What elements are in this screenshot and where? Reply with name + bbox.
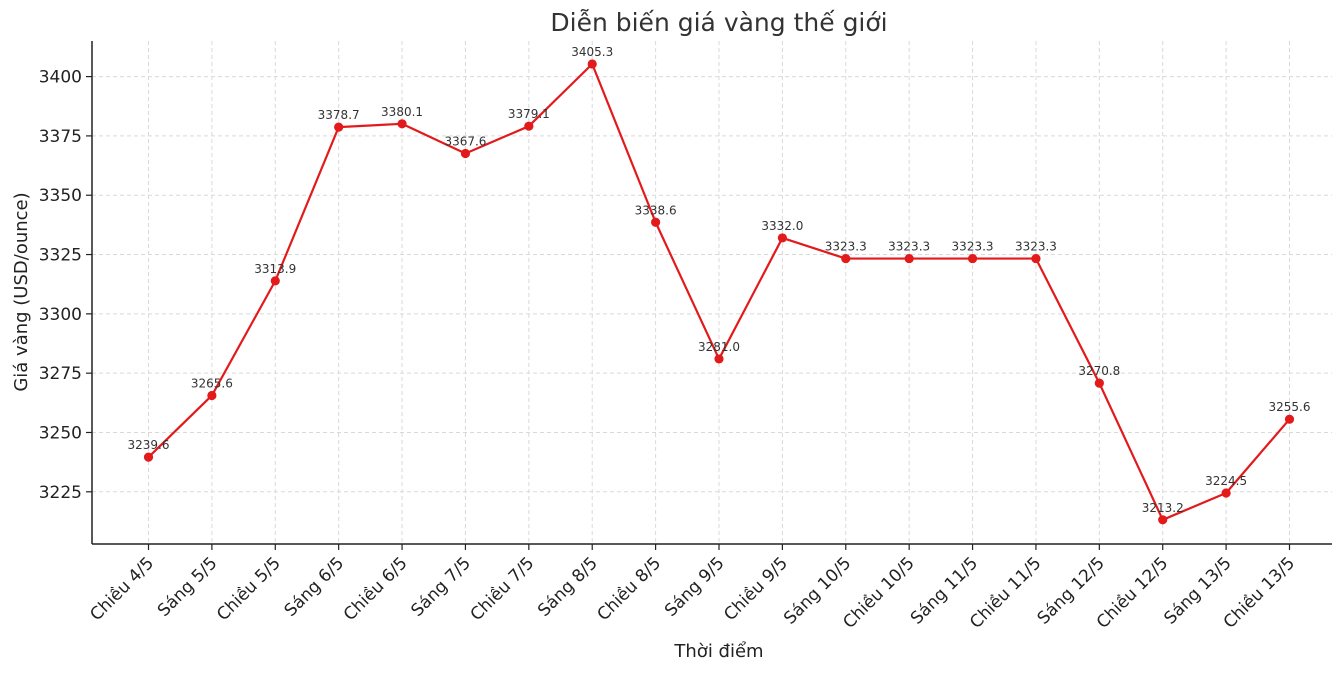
data-label: 3323.3 (952, 240, 994, 254)
data-label: 3405.3 (571, 45, 613, 59)
x-tick-label: Sáng 7/5 (407, 553, 475, 621)
y-tick-label: 3275 (39, 364, 82, 384)
series-group (143, 59, 1295, 525)
y-tick-label: 3375 (39, 127, 82, 147)
x-tick-label: Sáng 8/5 (534, 553, 602, 621)
x-tick-label: Sáng 9/5 (661, 553, 729, 621)
data-label: 3323.3 (825, 240, 867, 254)
data-label: 3323.3 (888, 240, 930, 254)
x-tick-label: Chiều 7/5 (466, 553, 538, 625)
data-point (841, 253, 851, 264)
grid-lines (92, 41, 1332, 544)
data-label: 3378.7 (318, 108, 360, 122)
data-point (1221, 488, 1231, 498)
data-point (207, 390, 217, 401)
data-label: 3265.6 (191, 376, 233, 390)
data-point (1158, 515, 1168, 525)
x-tick-label: Chiều 4/5 (86, 553, 158, 625)
data-label: 3367.6 (444, 134, 486, 148)
data-point (651, 217, 661, 227)
data-label: 3313.9 (254, 262, 296, 276)
data-point (334, 122, 344, 132)
data-point (1284, 414, 1295, 424)
y-tick-label: 3225 (39, 483, 82, 503)
data-label: 3379.1 (508, 107, 550, 121)
data-point (1094, 378, 1104, 388)
x-tick-label: Chiều 5/5 (212, 553, 284, 625)
data-point (587, 59, 597, 69)
data-point (397, 119, 407, 129)
x-axis-title: Thời điểm (673, 641, 763, 662)
data-label: 3281.0 (698, 340, 740, 354)
data-point (714, 354, 724, 364)
data-labels: 3239.6 3265.6 3313.9 3378.7 3380.1 3367.6 3379… (128, 45, 1311, 515)
y-tick-label: 3325 (39, 246, 82, 266)
data-point (460, 148, 471, 159)
data-label: 3338.6 (635, 203, 677, 217)
y-axis-title: Giá vàng (USD/ounce) (11, 192, 32, 391)
data-label: 3380.1 (381, 105, 423, 119)
y-tick-label: 3250 (39, 423, 82, 443)
data-label: 3323.3 (1015, 240, 1057, 254)
data-label: 3270.8 (1078, 364, 1120, 378)
x-tick-label: Chiều 6/5 (339, 553, 411, 625)
data-label: 3255.6 (1269, 400, 1311, 414)
y-tick-label: 3400 (39, 68, 82, 88)
data-point (967, 253, 978, 264)
data-point (904, 253, 914, 264)
x-tick-label: Sáng 6/5 (281, 553, 349, 621)
data-label: 3239.6 (128, 438, 170, 452)
y-tick-label: 3300 (39, 305, 82, 325)
axes (91, 41, 1332, 545)
chart-title: Diễn biến giá vàng thế giới (550, 8, 887, 37)
data-label: 3332.0 (761, 219, 803, 233)
data-point (777, 233, 787, 243)
x-tick-label: Sáng 5/5 (154, 553, 222, 621)
y-tick-label: 3350 (39, 186, 82, 206)
x-tick-label: Chiều 8/5 (593, 553, 665, 625)
data-point (143, 452, 154, 462)
data-point (270, 276, 280, 286)
y-axis-ticks: 3225 3250 3275 3300 3325 3350 3375 3400 (39, 68, 92, 503)
data-label: 3213.2 (1142, 501, 1184, 515)
data-point (1031, 253, 1041, 264)
data-point (524, 121, 534, 131)
data-label: 3224.5 (1205, 474, 1247, 488)
